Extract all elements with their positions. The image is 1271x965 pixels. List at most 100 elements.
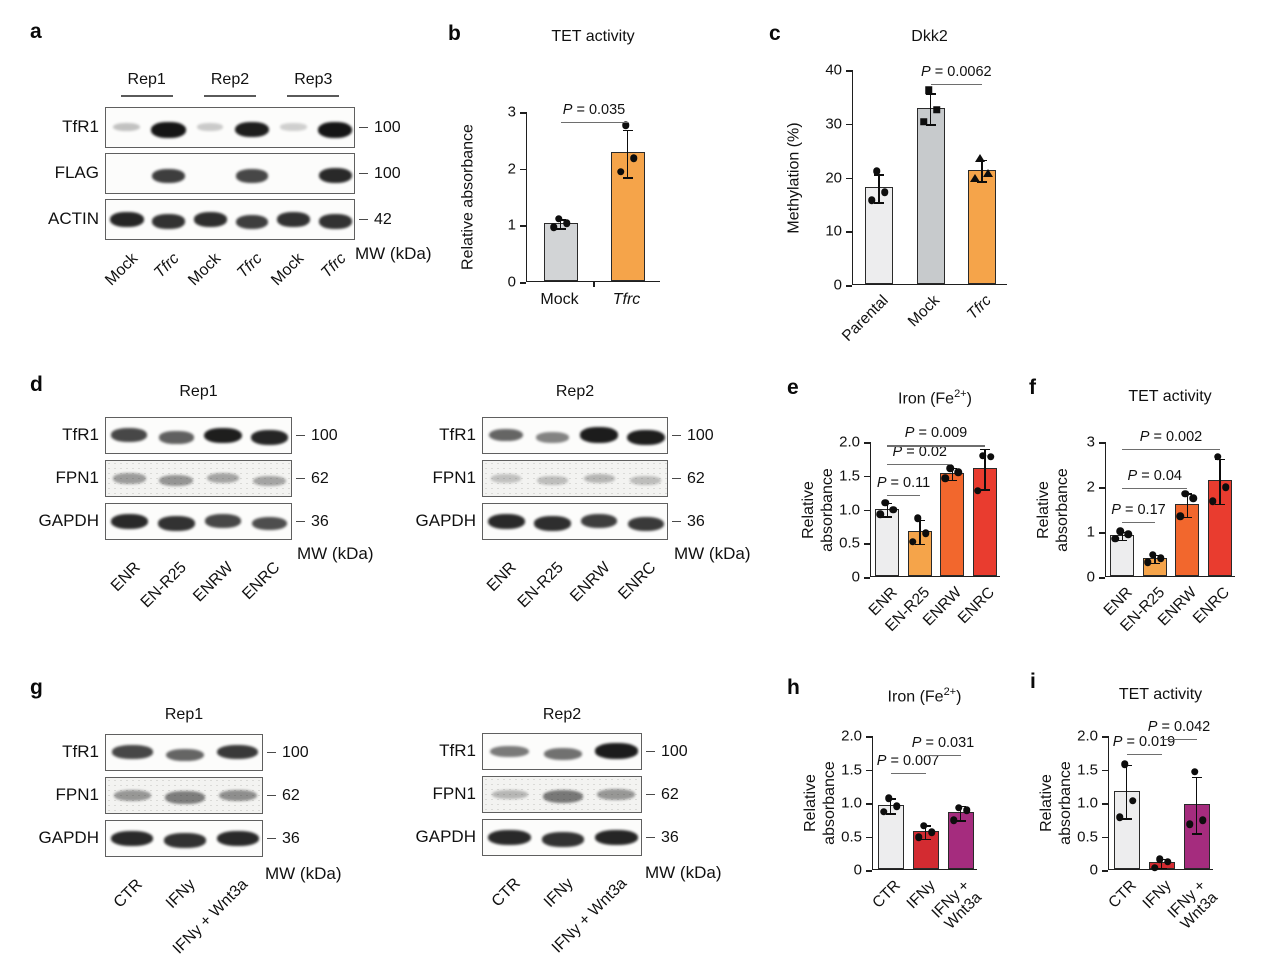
y-tick-label: 3: [507, 103, 516, 121]
data-point: [962, 806, 971, 815]
protein-label: FLAG: [54, 162, 99, 182]
data-point: [554, 214, 563, 223]
error-bar-cap: [955, 820, 966, 822]
y-tick-label: 0: [1086, 568, 1095, 586]
error-bar-cap: [885, 813, 896, 815]
protein-band: [164, 833, 206, 849]
panel-label-d: d: [30, 373, 43, 396]
bar-chart-iron-h: Iron (Fe2+) Relative absorbance P = 0.007 P…: [782, 678, 1042, 965]
significance-line: [1122, 487, 1188, 490]
panel-label-c: c: [769, 22, 781, 45]
protein-band: [626, 429, 665, 446]
y-tick-label: 1.5: [1077, 761, 1098, 778]
data-point: [983, 169, 994, 178]
protein-label: TfR1: [439, 424, 476, 444]
protein-band: [490, 745, 529, 758]
significance-line: [560, 122, 628, 124]
blot-strip: [105, 734, 263, 771]
protein-band: [277, 211, 310, 227]
data-point: [884, 794, 893, 803]
data-point: [1155, 855, 1164, 864]
error-bar: [626, 129, 629, 178]
protein-band: [151, 121, 186, 138]
y-tick: [864, 442, 870, 444]
data-point: [562, 219, 571, 227]
y-tick-label: 2: [507, 160, 516, 178]
mw-tick: [359, 218, 368, 221]
rep-group-underline: [287, 95, 340, 97]
panel-label-f: f: [1029, 376, 1036, 399]
error-bar: [1160, 858, 1163, 868]
protein-band: [318, 121, 353, 138]
x-category-text: CTR: [868, 877, 904, 912]
blot-strip: [482, 733, 642, 770]
mw-marker: 100: [646, 743, 688, 761]
data-point: [914, 833, 923, 841]
y-tick-label: 1.5: [839, 467, 860, 485]
protein-band: [157, 516, 195, 532]
lane-label-text: ENRW: [190, 559, 237, 606]
error-bar: [886, 502, 888, 517]
mw-marker: 62: [646, 786, 679, 804]
error-bar-cap: [979, 448, 990, 451]
lane-label-text: Mock: [185, 250, 225, 290]
y-axis-label: Relative absorbance: [459, 124, 477, 270]
error-bar-cap: [882, 516, 893, 518]
protein-band: [234, 121, 269, 138]
replicate-title: Rep1: [179, 383, 218, 400]
data-point: [879, 807, 888, 816]
mw-marker: 42: [359, 211, 392, 229]
data-point: [876, 510, 884, 518]
data-point: [549, 223, 558, 231]
p-value-label: P = 0.0062: [921, 63, 992, 80]
lane-label-text: CTR: [488, 875, 524, 911]
y-tick-label: 0: [853, 861, 862, 879]
y-tick: [1102, 870, 1108, 872]
protein-band: [537, 476, 569, 486]
panel-label-b: b: [448, 22, 461, 45]
error-bar-cap: [914, 543, 925, 546]
mw-marker: 62: [296, 470, 329, 488]
data-point: [621, 121, 630, 129]
y-tick: [866, 769, 872, 771]
protein-label: TfR1: [62, 741, 99, 761]
y-tick: [864, 509, 870, 511]
protein-band: [580, 427, 619, 444]
p-value-label: P = 0.17: [1111, 502, 1166, 519]
protein-label: FPN1: [55, 784, 99, 804]
western-blot-panel-d-rep2: Rep2 TfR1 100 FPN1 62 GAPDH 36 MW (kDa) ENR EN-R2…: [407, 372, 782, 657]
data-point: [1190, 767, 1199, 776]
blot-strip: [105, 503, 292, 540]
data-point: [909, 538, 917, 546]
data-point: [1198, 816, 1207, 825]
y-tick-label: 0: [1089, 861, 1098, 879]
error-bar: [981, 159, 983, 182]
plot-area: P = 0.17 P = 0.04 P = 0.002: [1105, 429, 1235, 577]
y-tick: [864, 475, 870, 478]
panel-label-e: e: [787, 376, 799, 399]
data-point: [892, 802, 901, 811]
data-point: [987, 453, 995, 461]
bar-chart-dkk2-methylation-c: Dkk2 Methylation (%) P = 0.0062 0 10 20 30 40 Pa…: [760, 10, 1060, 360]
protein-band: [487, 513, 525, 529]
y-tick: [1099, 442, 1105, 444]
x-category-text: IFNy + Wnt3a: [928, 877, 986, 933]
error-bar-cap: [977, 181, 988, 183]
bar-chart-tet-activity-b: TET activity Relative absorbance P = 0.035…: [432, 18, 702, 338]
mw-tick: [267, 794, 276, 797]
protein-band: [217, 745, 259, 760]
blot-strip: [482, 819, 642, 856]
protein-label: ACTIN: [48, 208, 99, 228]
protein-band: [113, 789, 152, 801]
data-point: [949, 816, 958, 825]
chart-title: TET activity: [1118, 686, 1203, 703]
protein-band: [536, 432, 570, 444]
error-bar: [1195, 776, 1198, 834]
blot-strip: [105, 153, 355, 194]
lane-label-text: ENRW: [566, 559, 614, 606]
blot-strip: [105, 107, 355, 148]
protein-band: [152, 214, 185, 230]
protein-band: [543, 747, 583, 760]
error-bar: [1121, 531, 1123, 540]
